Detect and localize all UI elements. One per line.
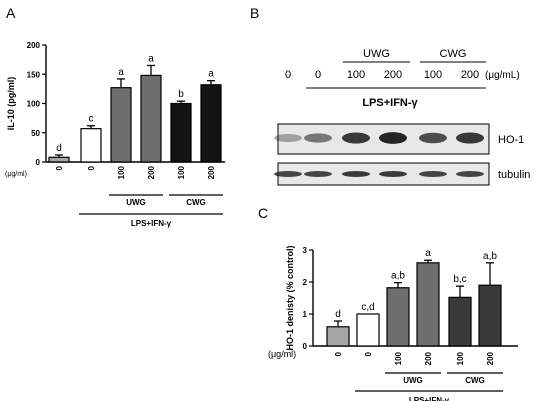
bar: [80, 128, 102, 163]
tubulin-band: [342, 171, 370, 177]
significance-letter: c,d: [361, 302, 374, 313]
category-label: 200: [147, 165, 156, 179]
significance-letter: b: [178, 89, 184, 100]
category-label: 100: [394, 351, 403, 365]
tubulin-band: [274, 171, 302, 177]
tubulin-band: [456, 171, 484, 177]
significance-letter: a: [208, 69, 214, 80]
lane-label: 100: [424, 69, 442, 81]
bar: [478, 284, 502, 347]
lane-label: 0: [285, 69, 291, 81]
y-tick-label: 3: [303, 246, 308, 255]
category-label: 100: [117, 165, 126, 179]
bar: [140, 74, 162, 163]
group-label: CWG: [186, 198, 206, 207]
ho1-band: [419, 132, 447, 144]
category-label: 200: [424, 351, 433, 365]
tubulin-band: [379, 171, 407, 177]
bar: [48, 156, 70, 163]
y-tick-label: 0: [303, 342, 308, 351]
y-tick-label: 50: [31, 129, 40, 138]
significance-letter: c: [89, 114, 94, 125]
lane-label: 200: [461, 69, 479, 81]
treatment-label: LPS+IFN-γ: [409, 396, 450, 401]
y-tick-label: 200: [27, 41, 41, 50]
y-tick-label: 0: [36, 158, 41, 167]
group-label: CWG: [465, 376, 485, 385]
group-label: UWG: [126, 198, 146, 207]
y-tick-label: 2: [303, 278, 308, 287]
significance-letter: a: [118, 67, 124, 78]
y-tick-label: 1: [303, 310, 308, 319]
bar: [170, 102, 192, 163]
western-blot: UWG CWG 0 0 100 200 100 200 (μg/mL) LPS+IFN-γ HO-1…: [274, 48, 530, 186]
treatment-label: LPS+IFN-γ: [362, 97, 418, 109]
panel-c-label: C: [258, 205, 268, 221]
group-label: UWG: [403, 376, 423, 385]
bar: [326, 326, 350, 347]
group-label: UWG: [363, 48, 390, 60]
panel-a-label: A: [6, 5, 16, 21]
category-label: 100: [456, 351, 465, 365]
ho1-band: [342, 132, 370, 144]
category-label: 0: [364, 351, 373, 356]
lane-label: 200: [384, 69, 402, 81]
y-tick-label: 150: [27, 70, 41, 79]
chart-a: 0 50 100 150 200 IL-10 (pg/ml) d 0 c 0 a 100 a 200 b 10…: [5, 41, 225, 228]
group-label: CWG: [440, 48, 467, 60]
y-tick-label: 100: [27, 100, 41, 109]
y-axis-label: HO-1 denisty (% control): [285, 245, 295, 350]
tubulin-label: tubulin: [498, 169, 530, 181]
lane-label: 100: [347, 69, 365, 81]
unit-label: (μg/ml): [5, 171, 27, 178]
unit-label: (μg/ml): [268, 349, 296, 359]
unit-label: (μg/mL): [485, 70, 520, 81]
bar: [200, 84, 222, 163]
bar: [356, 313, 380, 347]
bar: [448, 296, 472, 347]
tubulin-band: [419, 171, 447, 177]
chart-c: 0 1 2 3 HO-1 denisty (% control) d 0 c,d 0 a,b 100…: [268, 245, 518, 401]
ho1-band: [379, 132, 407, 144]
category-label: 0: [87, 165, 96, 170]
category-label: 0: [55, 165, 64, 170]
ho1-label: HO-1: [498, 134, 524, 146]
category-label: 200: [486, 351, 495, 365]
category-label: 0: [334, 351, 343, 356]
treatment-label: LPS+IFN-γ: [131, 219, 172, 228]
bar: [110, 87, 132, 163]
significance-letter: d: [56, 143, 62, 154]
significance-letter: b,c: [453, 274, 466, 285]
significance-letter: a,b: [483, 251, 497, 262]
significance-letter: a,b: [391, 271, 405, 282]
panel-b-label: B: [250, 5, 259, 21]
ho1-band: [456, 132, 484, 144]
y-axis-label: IL-10 (pg/ml): [6, 77, 16, 131]
bar: [416, 262, 440, 347]
category-label: 100: [177, 165, 186, 179]
ho1-band: [274, 133, 302, 143]
significance-letter: d: [335, 309, 341, 320]
category-label: 200: [207, 165, 216, 179]
tubulin-band: [304, 171, 332, 177]
significance-letter: a: [148, 53, 154, 64]
bar: [386, 287, 410, 347]
ho1-band: [304, 133, 332, 143]
significance-letter: a: [425, 248, 431, 259]
lane-label: 0: [315, 69, 321, 81]
